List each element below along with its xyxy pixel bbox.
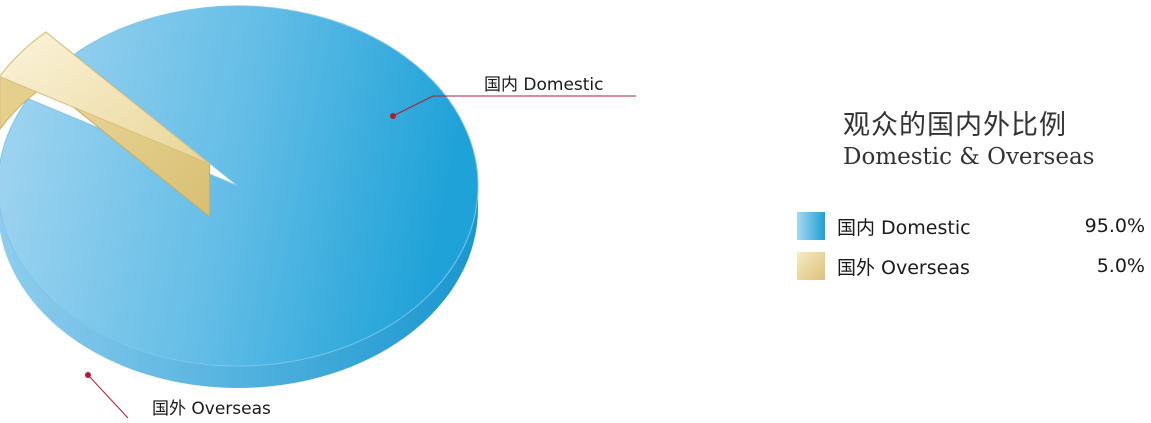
- legend-value-overseas: 5.0%: [1096, 255, 1145, 277]
- chart-title: 观众的国内外比例: [843, 110, 1067, 141]
- slice-overseas: [0, 31, 210, 165]
- callout-overseas-leader: [87, 374, 129, 419]
- callout-domestic-leader: [392, 95, 636, 117]
- legend-label-overseas: 国外 Overseas: [837, 256, 970, 279]
- legend-list: 国内 Domestic 95.0% 国外 Overseas 5.0%: [797, 206, 1151, 286]
- legend: 观众的国内外比例 Domestic & Overseas 国内 Domestic…: [797, 103, 1151, 286]
- pie-callouts: 国内 Domestic 国外 Overseas: [85, 75, 636, 419]
- legend-swatch-domestic: [797, 212, 825, 240]
- pie-slices: [0, 5, 479, 388]
- legend-item-overseas: 国外 Overseas 5.0%: [797, 246, 1151, 286]
- legend-item-domestic: 国内 Domestic 95.0%: [797, 206, 1151, 246]
- callout-domestic-label: 国内 Domestic: [484, 75, 604, 95]
- legend-swatch-overseas: [797, 252, 825, 280]
- callout-overseas-label: 国外 Overseas: [152, 399, 271, 419]
- legend-label-domestic: 国内 Domestic: [837, 216, 971, 239]
- legend-value-domestic: 95.0%: [1084, 215, 1145, 237]
- slice-domestic: [0, 5, 479, 367]
- chart-subtitle: Domestic & Overseas: [843, 144, 1095, 170]
